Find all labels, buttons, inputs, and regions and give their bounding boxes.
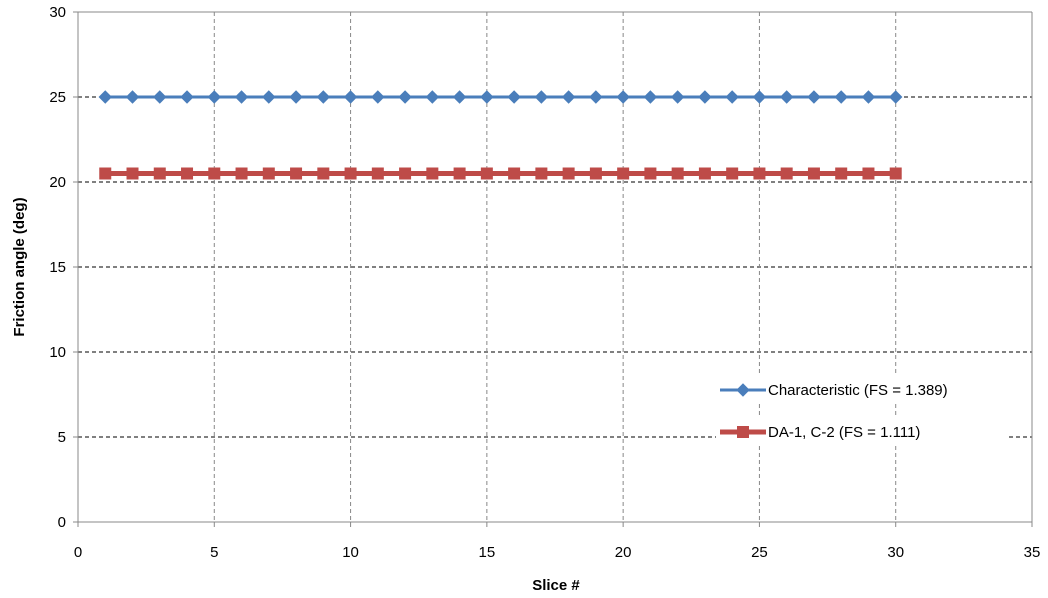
data-point xyxy=(589,167,602,180)
data-point xyxy=(835,167,848,180)
x-tick-label: 5 xyxy=(210,544,218,561)
data-point xyxy=(834,90,848,104)
data-point xyxy=(507,90,521,104)
data-point xyxy=(262,90,276,104)
y-tick-label: 10 xyxy=(49,344,66,361)
data-point xyxy=(371,167,384,180)
x-tick-label: 25 xyxy=(751,544,768,561)
data-point xyxy=(126,167,139,180)
x-tick-label: 10 xyxy=(342,544,359,561)
legend: Characteristic (FS = 1.389) DA-1, C-2 (FS… xyxy=(716,376,1006,446)
data-point xyxy=(589,90,603,104)
data-point xyxy=(125,90,140,104)
x-tick-label: 0 xyxy=(74,544,82,561)
data-point xyxy=(480,167,493,180)
data-point xyxy=(153,90,167,104)
x-tick-label: 35 xyxy=(1024,544,1041,561)
data-point xyxy=(862,167,875,180)
data-point xyxy=(807,90,821,104)
y-tick-label: 25 xyxy=(49,89,66,106)
legend-swatch-marker xyxy=(737,426,749,438)
x-tick-label: 20 xyxy=(615,544,632,561)
data-point xyxy=(725,90,739,104)
series-2 xyxy=(99,167,902,180)
data-point xyxy=(453,167,466,180)
data-point xyxy=(425,90,440,104)
data-point xyxy=(235,167,248,180)
data-point xyxy=(752,90,767,104)
data-point xyxy=(343,90,358,104)
series xyxy=(98,90,903,180)
data-point xyxy=(208,167,221,180)
data-point xyxy=(289,90,303,104)
data-point xyxy=(616,90,630,104)
data-point xyxy=(180,90,194,104)
x-tick-label: 15 xyxy=(479,544,496,561)
data-point xyxy=(807,167,820,180)
data-point xyxy=(889,90,903,104)
legend-entry-1: Characteristic (FS = 1.389) xyxy=(716,376,1006,404)
y-tick-label: 20 xyxy=(49,174,66,191)
legend-label: DA-1, C-2 (FS = 1.111) xyxy=(768,424,920,441)
legend-swatch-marker xyxy=(736,383,750,397)
data-point xyxy=(452,90,467,104)
data-point xyxy=(726,167,739,180)
y-tick-label: 15 xyxy=(49,259,66,276)
data-point xyxy=(671,167,684,180)
legend-label: Characteristic (FS = 1.389) xyxy=(768,382,948,399)
data-point xyxy=(317,167,330,180)
data-point xyxy=(371,90,385,104)
data-point xyxy=(561,90,576,104)
axes: 0 5 10 15 20 25 30 0 5 10 15 20 25 30 35 xyxy=(49,4,1040,561)
data-point xyxy=(207,90,221,104)
data-point xyxy=(534,90,549,104)
data-point xyxy=(153,167,166,180)
data-point xyxy=(535,167,548,180)
data-point xyxy=(779,90,794,104)
y-axis-title: Friction angle (deg) xyxy=(11,197,28,336)
data-point xyxy=(99,167,112,180)
series-1 xyxy=(98,90,903,104)
data-point xyxy=(426,167,439,180)
data-point xyxy=(399,167,412,180)
data-point xyxy=(562,167,575,180)
data-point xyxy=(644,167,657,180)
data-point xyxy=(480,90,494,104)
y-tick-label: 30 xyxy=(49,4,66,21)
data-point xyxy=(670,90,685,104)
legend-entry-2: DA-1, C-2 (FS = 1.111) xyxy=(716,418,1006,446)
data-point xyxy=(780,167,793,180)
data-point xyxy=(508,167,521,180)
data-point xyxy=(316,90,331,104)
data-point xyxy=(344,167,357,180)
data-point xyxy=(753,167,766,180)
data-point xyxy=(889,167,902,180)
data-point xyxy=(181,167,194,180)
data-point xyxy=(643,90,658,104)
data-point xyxy=(698,167,711,180)
data-point xyxy=(234,90,249,104)
x-tick-label: 30 xyxy=(887,544,904,561)
y-tick-label: 5 xyxy=(58,429,66,446)
data-point xyxy=(290,167,303,180)
x-axis-title: Slice # xyxy=(532,577,580,594)
data-point xyxy=(861,90,876,104)
data-point xyxy=(262,167,275,180)
data-point xyxy=(617,167,630,180)
data-point xyxy=(98,90,112,104)
data-point xyxy=(698,90,712,104)
y-tick-label: 0 xyxy=(58,514,66,531)
data-point xyxy=(398,90,412,104)
